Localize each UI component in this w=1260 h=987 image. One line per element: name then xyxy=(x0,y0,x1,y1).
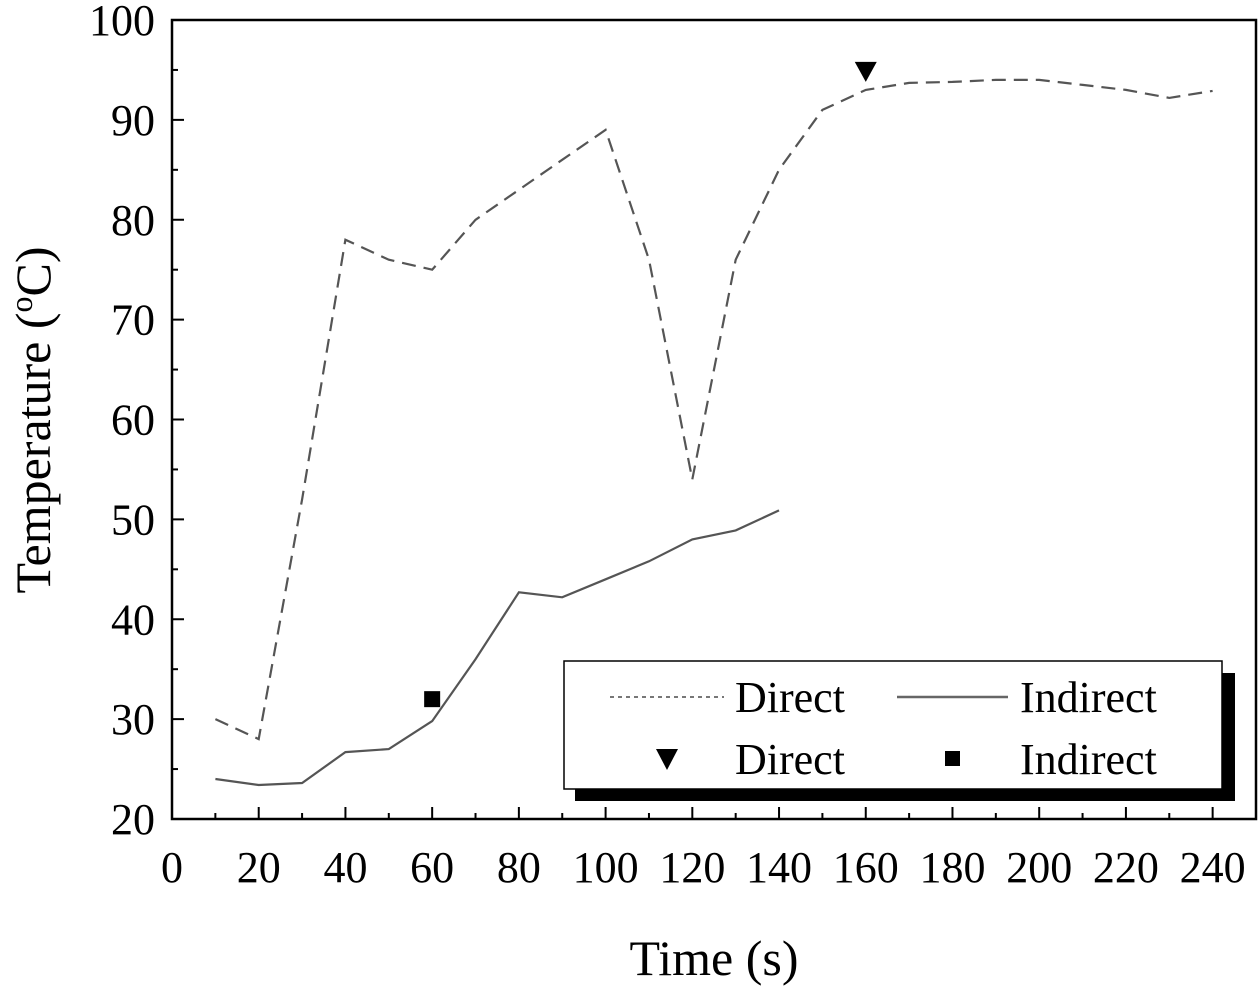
x-tick-label: 240 xyxy=(1180,843,1246,892)
x-tick-label: 40 xyxy=(323,843,367,892)
marker-indirect-square xyxy=(424,691,441,708)
x-tick-label: 60 xyxy=(410,843,454,892)
markers-layer xyxy=(424,61,877,708)
y-tick-label: 50 xyxy=(111,495,155,544)
legend-triangle-icon xyxy=(656,749,678,770)
series-line-indirect xyxy=(215,509,780,787)
legend-square-icon xyxy=(945,751,960,766)
x-axis-label: Time (s) xyxy=(629,930,798,986)
x-tick-label: 0 xyxy=(161,843,183,892)
legend-label-indirect-line: Indirect xyxy=(1020,673,1157,722)
legend-label-direct-line: Direct xyxy=(735,673,845,722)
x-tick-label: 160 xyxy=(833,843,899,892)
x-tick-label: 20 xyxy=(237,843,281,892)
y-tick-label: 70 xyxy=(111,296,155,345)
x-tick-label: 120 xyxy=(659,843,725,892)
y-axis-label: Temperature (oC) xyxy=(3,246,61,593)
legend-label-indirect-marker: Indirect xyxy=(1020,735,1157,784)
legend-label-direct-marker: Direct xyxy=(735,735,845,784)
y-tick-label: 60 xyxy=(111,396,155,445)
y-tick-label: 100 xyxy=(89,0,155,45)
y-tick-label: 80 xyxy=(111,196,155,245)
axes: 0 20 40 60 80 100 120 140 160 180 200 220 2402030405… xyxy=(89,0,1258,892)
x-tick-label: 80 xyxy=(497,843,541,892)
x-tick-label: 140 xyxy=(746,843,812,892)
y-tick-label: 20 xyxy=(111,795,155,844)
legend-box xyxy=(563,660,1223,790)
y-tick-label: 40 xyxy=(111,595,155,644)
x-tick-label: 180 xyxy=(919,843,985,892)
series-line-direct xyxy=(214,78,1213,741)
x-tick-label: 220 xyxy=(1093,843,1159,892)
marker-direct-triangle xyxy=(854,61,877,82)
y-tick-label: 30 xyxy=(111,695,155,744)
series-layer xyxy=(214,78,1213,787)
x-tick-label: 200 xyxy=(1006,843,1072,892)
legend: Direct Indirect Direct Indirect xyxy=(563,660,1235,801)
x-tick-label: 100 xyxy=(573,843,639,892)
y-tick-label: 90 xyxy=(111,96,155,145)
